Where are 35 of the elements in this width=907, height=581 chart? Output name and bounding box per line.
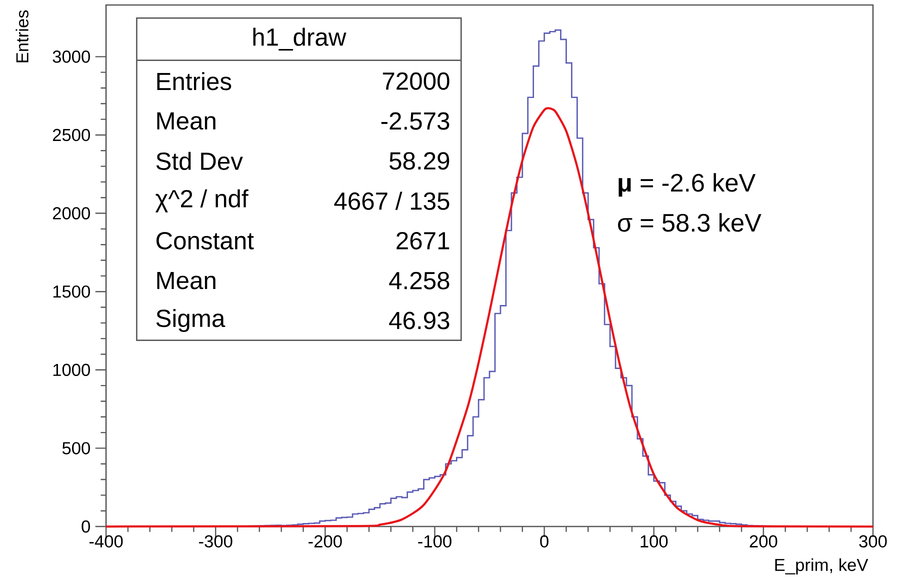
- x-tick-label: 0: [540, 535, 548, 548]
- annotation: χ^2 / ndf: [155, 190, 248, 213]
- annotation: 4667 / 135: [334, 192, 450, 210]
- annotation: h1_draw: [253, 28, 346, 51]
- annotation: 72000: [382, 72, 450, 90]
- annotation: Mean: [157, 112, 216, 130]
- y-tick-label: 2500: [52, 129, 90, 142]
- y-tick-label: 500: [62, 442, 90, 455]
- y-tick-label: 1000: [53, 364, 90, 376]
- x-tick-label: -200: [308, 535, 342, 548]
- line-series: [104, 107, 874, 528]
- annotation: 2671: [396, 232, 450, 250]
- annotation: Sigma: [156, 309, 226, 332]
- annotation: σ = 58.3 keV: [618, 213, 762, 232]
- x-tick-label: -400: [89, 535, 123, 548]
- annotation: Constant: [156, 232, 254, 250]
- annotation: 58.29: [390, 152, 450, 170]
- annotation: 46.93: [389, 312, 450, 330]
- x-tick-label: 300: [859, 535, 887, 548]
- annotation: 4.258: [389, 272, 450, 290]
- x-tick-label: 100: [640, 535, 668, 548]
- x-tick-label: 200: [750, 535, 778, 548]
- y-tick-label: 0: [82, 520, 90, 533]
- annotation: -2.573: [381, 112, 450, 130]
- annotation: Mean: [157, 272, 216, 290]
- y-axis-title: Entries: [16, 10, 28, 62]
- annotation: μ = -2.6 keV: [618, 173, 756, 197]
- y-tick-label: 3000: [52, 50, 90, 64]
- x-axis-title: E_prim, keV: [775, 558, 868, 575]
- y-tick-label: 2000: [52, 207, 90, 220]
- annotation: Entries: [157, 72, 232, 90]
- y-tick-label: 1500: [53, 286, 90, 298]
- x-tick-label: -300: [199, 535, 232, 548]
- x-tick-label: -100: [418, 535, 452, 548]
- annotation: Std Dev: [156, 152, 243, 170]
